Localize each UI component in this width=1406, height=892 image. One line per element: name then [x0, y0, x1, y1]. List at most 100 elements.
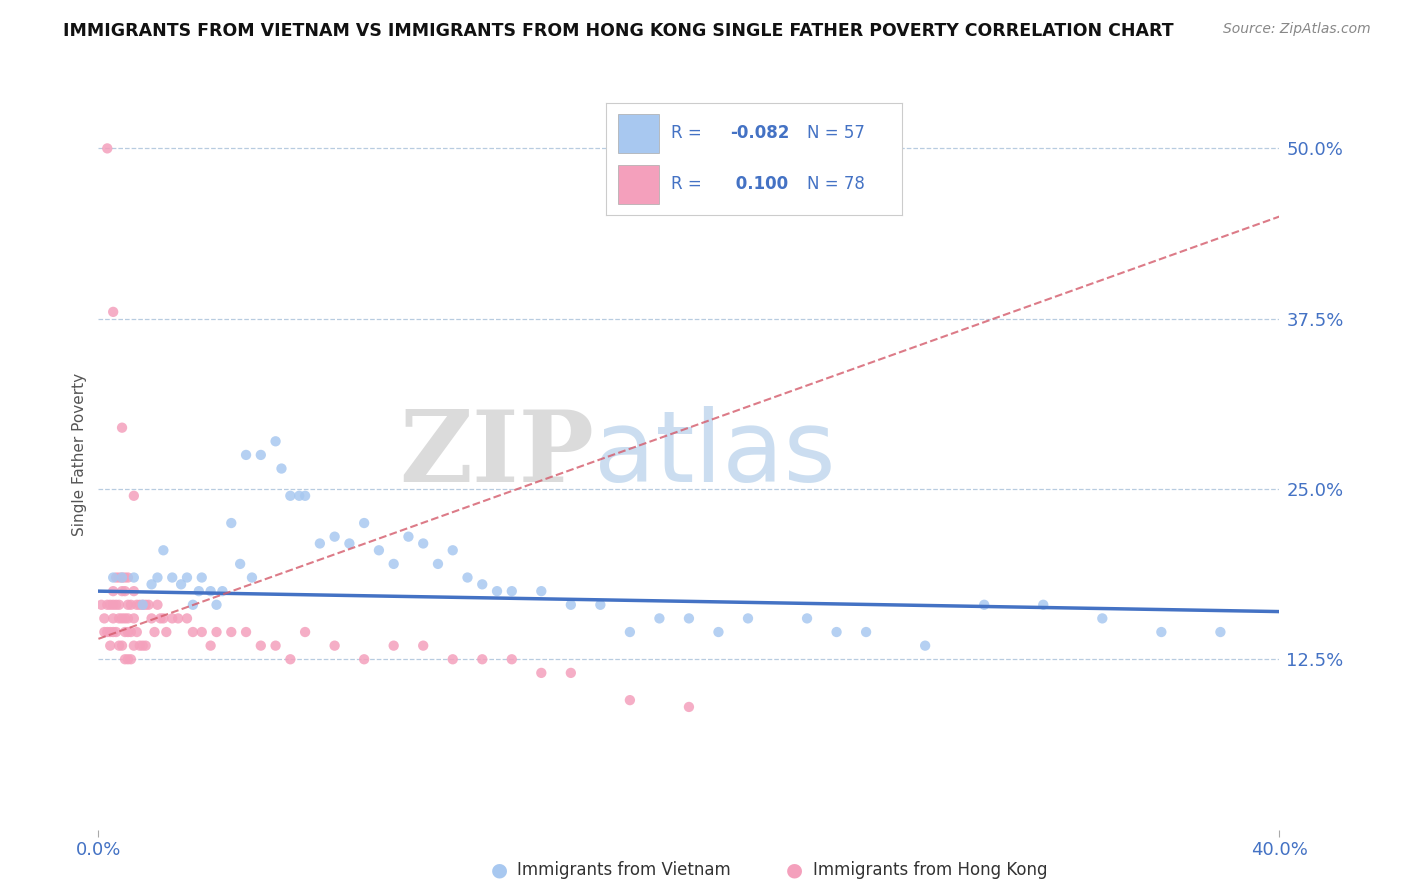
Point: [122, 570, 145, 584]
Point: [1032, 598, 1054, 612]
Point: [250, 448, 273, 462]
Point: [103, 570, 125, 584]
Point: [441, 543, 464, 558]
Point: [825, 625, 848, 640]
Point: [187, 584, 209, 599]
Point: [221, 516, 243, 530]
Point: [973, 598, 995, 612]
Point: [309, 536, 332, 550]
Point: [149, 611, 172, 625]
Point: [181, 598, 204, 612]
Point: [120, 625, 142, 640]
Point: [103, 584, 125, 599]
Point: [191, 625, 214, 640]
Point: [648, 611, 671, 625]
Point: [108, 598, 131, 612]
Point: [170, 577, 193, 591]
Point: [264, 639, 287, 653]
Point: [353, 516, 375, 530]
Point: [382, 557, 405, 571]
Point: [111, 570, 134, 584]
Point: [398, 530, 420, 544]
Point: [122, 611, 145, 625]
Point: [191, 570, 214, 584]
Point: [205, 598, 228, 612]
Point: [270, 461, 292, 475]
Point: [122, 489, 145, 503]
Point: [323, 639, 346, 653]
Point: [162, 611, 183, 625]
Point: [323, 530, 346, 544]
Point: [146, 598, 169, 612]
Point: [122, 639, 145, 653]
Point: [103, 598, 125, 612]
Point: [914, 639, 936, 653]
Point: [125, 625, 148, 640]
Point: [125, 598, 148, 612]
Point: [457, 570, 479, 584]
Point: [141, 577, 163, 591]
Point: [111, 420, 134, 434]
Point: [120, 652, 142, 666]
Point: [132, 639, 155, 653]
Point: [128, 639, 150, 653]
Point: [114, 611, 136, 625]
Point: [141, 611, 163, 625]
Point: [280, 489, 302, 503]
Point: [152, 611, 174, 625]
Point: [501, 584, 523, 599]
Point: [90, 598, 112, 612]
Point: [211, 584, 233, 599]
Point: [103, 625, 125, 640]
Point: [855, 625, 877, 640]
Point: [205, 625, 228, 640]
Point: [114, 570, 136, 584]
Point: [138, 598, 160, 612]
Point: [98, 625, 121, 640]
Point: [146, 570, 169, 584]
Point: [114, 584, 136, 599]
Point: [114, 625, 136, 640]
Text: ZIP: ZIP: [399, 407, 595, 503]
Point: [412, 536, 434, 550]
Point: [412, 639, 434, 653]
Point: [117, 570, 139, 584]
Point: [1150, 625, 1173, 640]
Point: [471, 577, 494, 591]
Point: [117, 652, 139, 666]
Point: [152, 543, 174, 558]
Point: [200, 584, 222, 599]
Point: [111, 639, 134, 653]
Point: [427, 557, 450, 571]
Text: Immigrants from Vietnam: Immigrants from Vietnam: [517, 861, 731, 879]
Point: [167, 611, 190, 625]
Point: [294, 625, 316, 640]
Point: [353, 652, 375, 666]
Point: [530, 665, 553, 680]
Point: [200, 639, 222, 653]
Point: [135, 639, 157, 653]
Point: [221, 625, 243, 640]
Point: [235, 625, 257, 640]
Point: [162, 570, 183, 584]
Point: [96, 598, 118, 612]
Point: [1091, 611, 1114, 625]
Point: [176, 570, 198, 584]
Point: [93, 625, 115, 640]
Point: [96, 625, 118, 640]
Point: [1209, 625, 1232, 640]
Point: [114, 652, 136, 666]
Point: [117, 611, 139, 625]
Point: [155, 625, 177, 640]
Point: [619, 693, 641, 707]
Y-axis label: Single Father Poverty: Single Father Poverty: [72, 374, 87, 536]
Point: [96, 141, 118, 155]
Point: [143, 625, 166, 640]
Point: [678, 700, 700, 714]
Point: [368, 543, 391, 558]
Point: [737, 611, 759, 625]
Point: [98, 639, 121, 653]
Point: [181, 625, 204, 640]
Point: [707, 625, 730, 640]
Point: [240, 570, 263, 584]
